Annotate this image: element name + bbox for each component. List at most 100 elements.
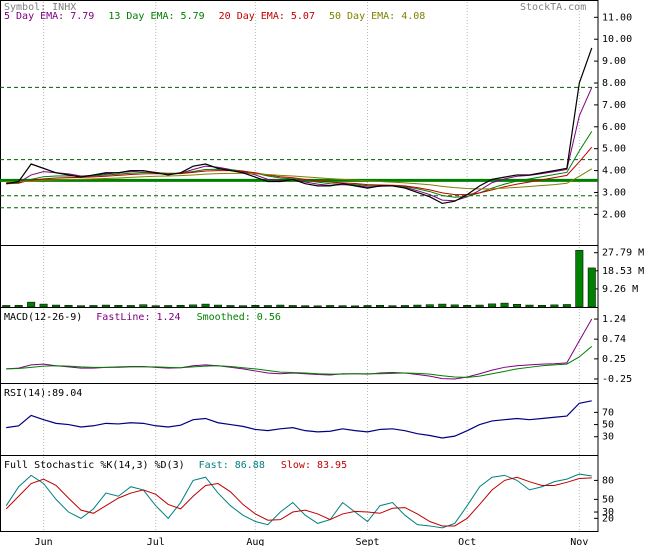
y-tick-label: 20 <box>602 513 614 524</box>
volume-bar <box>450 304 459 308</box>
y-tick-label: 18.53 M <box>602 266 644 277</box>
y-tick-label: 30 <box>602 432 614 443</box>
panel-frame <box>0 455 599 532</box>
volume-bar <box>176 304 185 308</box>
volume-bar <box>438 303 447 308</box>
value-line <box>6 47 593 205</box>
y-tick-label: 8.00 <box>602 78 626 89</box>
panel-frame <box>0 245 599 308</box>
volume-bar <box>52 304 61 308</box>
panel-title: Symbol: INHX <box>4 2 76 13</box>
volume-bar <box>164 305 173 308</box>
volume-bar <box>550 304 559 308</box>
volume-bar <box>537 304 546 308</box>
series-line <box>5 476 592 527</box>
x-tick-label: Jun <box>35 537 53 546</box>
series-line <box>6 318 593 380</box>
legend-entry: Fast: 86.88 <box>199 460 265 471</box>
volume-bar <box>351 305 360 308</box>
y-tick-label: 50 <box>602 420 614 431</box>
legend-entry: 50 Day EMA: 4.08 <box>329 11 425 22</box>
volume-bar <box>463 304 472 308</box>
volume-bar <box>301 305 310 308</box>
watermark: StockTA.com <box>520 2 586 13</box>
y-tick-label: 0.74 <box>602 334 626 345</box>
volume-bar <box>575 250 584 308</box>
legend-entry: 20 Day EMA: 5.07 <box>219 11 315 22</box>
volume-bar <box>388 305 397 308</box>
y-tick-label: 3.00 <box>602 187 626 198</box>
volume-bar <box>326 305 335 308</box>
series-line <box>6 168 593 190</box>
volume-bar <box>64 304 73 308</box>
volume-bar <box>400 305 409 308</box>
volume-bar <box>513 304 522 308</box>
legend-entry: FastLine: 1.24 <box>96 312 180 323</box>
volume-bar <box>288 305 297 308</box>
volume-bar <box>475 304 484 308</box>
y-tick-label: 11.00 <box>602 12 632 23</box>
y-tick-label: 10.00 <box>602 34 632 45</box>
y-tick-label: 7.00 <box>602 100 626 111</box>
series-line <box>6 146 593 196</box>
volume-bar <box>126 305 135 308</box>
volume-bar <box>2 305 11 308</box>
y-tick-label: 50 <box>602 494 614 505</box>
volume-bar <box>214 304 223 308</box>
volume-bar <box>201 303 210 308</box>
volume-bar <box>226 305 235 308</box>
series-line <box>5 473 592 529</box>
legend-entry: Slow: 83.95 <box>281 460 347 471</box>
y-tick-label: 1.24 <box>602 314 626 325</box>
volume-bar <box>313 305 322 308</box>
volume-bar <box>238 305 247 308</box>
x-tick-label: Oct <box>458 537 476 546</box>
y-tick-label: 0.25 <box>602 354 626 365</box>
volume-bar <box>27 301 36 308</box>
legend-entry: Smoothed: 0.56 <box>197 312 281 323</box>
y-tick-label: 27.79 M <box>602 248 644 259</box>
volume-bar <box>500 302 509 308</box>
volume-bar <box>251 304 260 308</box>
x-tick-label: Sept <box>355 537 379 546</box>
y-tick-label: 30 <box>602 507 614 518</box>
volume-bar <box>525 304 534 308</box>
volume-bar <box>562 304 571 308</box>
volume-bar <box>587 267 596 308</box>
y-tick-label: 80 <box>602 475 614 486</box>
legend-entry: 13 Day EMA: 5.79 <box>108 11 204 22</box>
panel-frame <box>0 307 599 384</box>
volume-bar <box>425 304 434 308</box>
volume-bar <box>39 303 48 308</box>
panel-title: Full Stochastic %K(14,3) %D(3) <box>4 460 185 471</box>
volume-bar <box>189 304 198 308</box>
x-tick-label: Jul <box>147 537 165 546</box>
value-line <box>6 400 592 439</box>
y-tick-label: 4.00 <box>602 166 626 177</box>
x-tick-label: Aug <box>246 537 264 546</box>
volume-bar <box>488 303 497 308</box>
series-line <box>6 346 593 378</box>
volume-bar <box>363 305 372 308</box>
y-tick-label: -0.25 <box>602 374 632 385</box>
legend-entry: 5 Day EMA: 7.79 <box>4 11 94 22</box>
volume-bar <box>413 304 422 308</box>
panel-title: RSI(14):89.04 <box>4 388 82 399</box>
volume-bar <box>14 304 23 308</box>
volume-bar <box>375 304 384 308</box>
volume-bar <box>263 305 272 308</box>
y-tick-label: 5.00 <box>602 144 626 155</box>
volume-bar <box>338 305 347 308</box>
volume-bar <box>276 304 285 308</box>
volume-bar <box>76 305 85 308</box>
series-line <box>6 87 593 202</box>
volume-bar <box>151 305 160 308</box>
volume-bar <box>139 304 148 308</box>
panel-title: MACD(12-26-9) <box>4 312 82 323</box>
panel-frame <box>0 0 599 246</box>
y-tick-label: 2.00 <box>602 209 626 220</box>
volume-bar <box>114 304 123 308</box>
x-tick-label: Nov <box>570 537 588 546</box>
